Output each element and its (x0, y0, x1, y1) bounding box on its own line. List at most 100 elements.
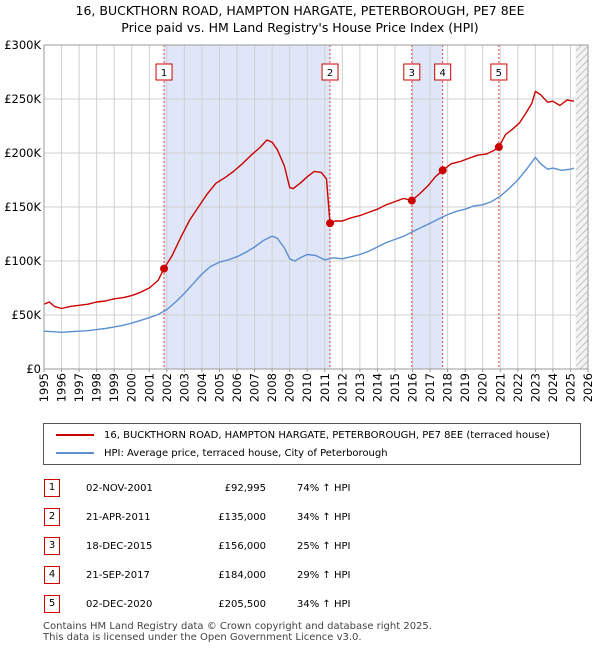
table-row: 1 02-NOV-2001 £92,995 74% ↑ HPI (0, 478, 600, 498)
x-tick-label: 1996 (55, 373, 69, 402)
x-tick-label: 2025 (563, 373, 577, 402)
y-tick-label: £300K (4, 38, 41, 52)
x-tick-label: 2023 (528, 373, 542, 402)
y-tick-label: £150K (4, 200, 41, 214)
hatch-line (575, 185, 588, 199)
sale-marker-box (155, 63, 173, 81)
hatch-line (575, 192, 588, 206)
hatch-line (575, 136, 588, 150)
x-tick-label: 2004 (195, 373, 209, 402)
hatch-line (575, 283, 588, 297)
hatch-line (575, 346, 588, 360)
legend-label-hpi: HPI: Average price, terraced house, City… (104, 447, 388, 459)
sale-point (407, 196, 416, 205)
hatch-line (575, 171, 588, 185)
x-tick-label: 2007 (248, 373, 262, 402)
hatch-line (575, 297, 588, 311)
x-tick-label: 2002 (160, 373, 174, 402)
sale-marker-box (321, 63, 339, 81)
price-chart: 1 2 3 4 5 £0 £50K £100K £150K £200K £250K £300K 199… (4, 32, 595, 402)
transaction-number: 1 (44, 479, 60, 497)
hatch-line (575, 80, 588, 94)
hatch-line (575, 325, 588, 339)
x-tick-label: 2026 (581, 373, 595, 402)
hatch-line (575, 339, 588, 353)
x-tick-label: 2009 (283, 373, 297, 402)
hatch-line (579, 360, 588, 369)
hatch-line (575, 276, 588, 290)
transaction-price: £135,000 (218, 512, 266, 523)
hatch-line (575, 353, 588, 367)
transaction-date: 21-APR-2011 (86, 512, 151, 523)
hatch-line (575, 59, 588, 73)
hatch-line (575, 143, 588, 157)
hatch-line (575, 269, 588, 283)
transaction-price: £92,995 (224, 483, 266, 494)
transaction-hpi: 29% ↑ HPI (297, 570, 351, 581)
hatch-line (575, 122, 588, 136)
hatch-line (575, 213, 588, 227)
table-row: 5 02-DEC-2020 £205,500 34% ↑ HPI (0, 594, 600, 614)
x-tick-label: 2018 (441, 373, 455, 402)
hatch-line (575, 164, 588, 178)
legend-item-property: 16, BUCKTHORN ROAD, HAMPTON HARGATE, PET… (44, 426, 550, 444)
hatch-line (575, 66, 588, 80)
transaction-number: 2 (44, 508, 60, 526)
hatch-line (575, 87, 588, 101)
x-tick-label: 2000 (125, 373, 139, 402)
hatch-line (575, 115, 588, 129)
sale-marker-label: 5 (496, 68, 502, 79)
hpi-line (43, 156, 575, 333)
hatch-line (576, 32, 588, 44)
table-row: 3 18-DEC-2015 £156,000 25% ↑ HPI (0, 536, 600, 556)
transaction-price: £205,500 (218, 599, 266, 610)
hatch-line (575, 150, 588, 164)
hatch-line (575, 262, 588, 276)
legend-item-hpi: HPI: Average price, terraced house, City… (44, 444, 388, 462)
x-tick-label: 2014 (370, 373, 384, 402)
x-tick-label: 2013 (353, 373, 367, 402)
hatch-line (575, 304, 588, 318)
hatch-line (575, 52, 588, 66)
x-tick-label: 2008 (265, 373, 279, 402)
sale-marker-label: 3 (409, 68, 415, 79)
transaction-hpi: 25% ↑ HPI (297, 541, 351, 552)
hatch-line (575, 234, 588, 248)
x-tick-label: 1997 (72, 373, 86, 402)
hatch-line (575, 332, 588, 346)
x-tick-label: 2012 (335, 373, 349, 402)
hatch-line (575, 199, 588, 213)
sale-marker-label: 1 (161, 68, 167, 79)
sale-point (326, 219, 335, 228)
sale-marker-box (403, 63, 421, 81)
x-tick-label: 1999 (107, 373, 121, 402)
x-tick-label: 2006 (230, 373, 244, 402)
transaction-date: 21-SEP-2017 (86, 570, 150, 581)
legend-label-property: 16, BUCKTHORN ROAD, HAMPTON HARGATE, PET… (104, 429, 550, 441)
chart-legend: 16, BUCKTHORN ROAD, HAMPTON HARGATE, PET… (43, 423, 581, 465)
plot-frame (43, 44, 589, 370)
y-tick-label: £200K (4, 146, 41, 160)
x-tick-label: 2003 (177, 373, 191, 402)
transaction-number: 4 (44, 566, 60, 584)
hatch-line (575, 129, 588, 143)
footer-copyright: Contains HM Land Registry data © Crown c… (43, 621, 432, 632)
x-tick-label: 2010 (300, 373, 314, 402)
hatch-line (575, 290, 588, 304)
hatch-line (575, 73, 588, 87)
y-tick-label: £250K (4, 92, 41, 106)
hatch-line (575, 94, 588, 108)
x-tick-label: 2019 (458, 373, 472, 402)
x-tick-label: 2005 (212, 373, 226, 402)
x-tick-label: 2001 (142, 373, 156, 402)
y-tick-label: £0 (26, 362, 41, 376)
y-tick-label: £100K (4, 254, 41, 268)
hatch-line (575, 108, 588, 122)
x-tick-label: 2024 (546, 373, 560, 402)
hatch-line (575, 255, 588, 269)
sale-point (494, 143, 503, 152)
transaction-price: £184,000 (218, 570, 266, 581)
hatch-line (575, 248, 588, 262)
sale-point (160, 264, 169, 273)
x-tick-label: 2011 (318, 373, 332, 402)
